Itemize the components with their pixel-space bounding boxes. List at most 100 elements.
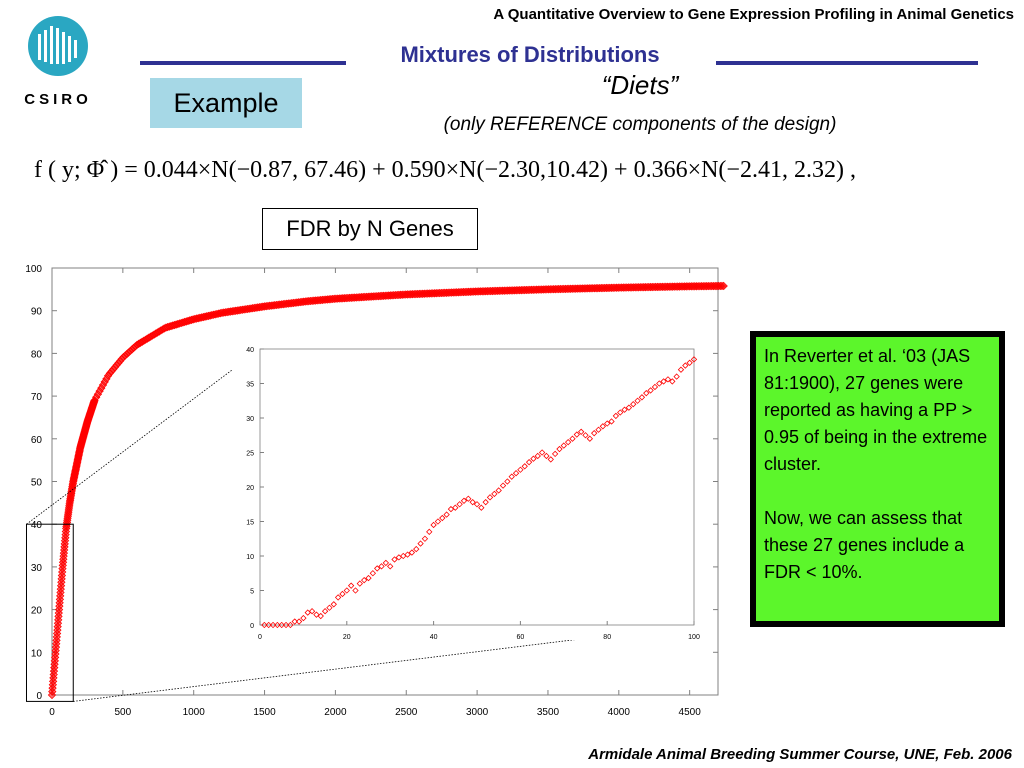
inset-data-point xyxy=(321,608,329,615)
data-point xyxy=(719,281,728,291)
note-box: In Reverter et al. ‘03 (JAS 81:1900), 27… xyxy=(750,331,1005,627)
fdr-chart-label: FDR by N Genes xyxy=(262,208,478,250)
inset-y-tick-label: 20 xyxy=(246,485,254,492)
inset-data-point xyxy=(282,621,290,629)
inset-y-tick-label: 5 xyxy=(250,589,254,596)
inset-data-point xyxy=(573,431,580,438)
inset-data-point xyxy=(478,504,485,511)
zoom-connector-bottom xyxy=(73,624,695,702)
inset-data-point xyxy=(569,435,576,442)
inset-data-point xyxy=(408,549,416,556)
inset-x-tick-label: 0 xyxy=(258,634,262,641)
inset-data-point xyxy=(456,501,463,508)
inset-y-tick-label: 30 xyxy=(246,416,254,423)
x-tick-label: 3000 xyxy=(466,707,489,718)
inset-data-point xyxy=(556,445,563,453)
inset-data-point xyxy=(491,490,498,498)
footer-text: Armidale Animal Breeding Summer Course, … xyxy=(588,746,1012,763)
inset-plot: 0 5 10 15 20 25 30 35 40 0 20 40 60 80 100 xyxy=(232,343,702,641)
y-tick-label: 20 xyxy=(31,606,43,617)
y-tick-label: 70 xyxy=(31,392,43,403)
design-subtitle: (only REFERENCE components of the design… xyxy=(443,114,837,135)
inset-data-point xyxy=(651,383,659,391)
inset-data-point xyxy=(287,621,294,629)
inset-data-point xyxy=(677,366,685,373)
inset-data-point xyxy=(356,580,363,587)
inset-data-point xyxy=(612,412,620,420)
inset-data-point xyxy=(508,473,515,480)
note-paragraph-2: Now, we can assess that these 27 genes i… xyxy=(764,508,965,582)
inset-data-point xyxy=(334,594,342,601)
inset-data-point xyxy=(512,470,520,477)
inset-data-point xyxy=(538,449,546,456)
inset-data-point xyxy=(525,458,533,466)
inset-x-tick-label: 60 xyxy=(517,634,525,641)
y-tick-label: 40 xyxy=(31,520,43,531)
inset-data-point xyxy=(339,590,346,598)
inset-data-point xyxy=(643,389,650,397)
inset-data-point xyxy=(660,378,667,385)
inset-y-tick-label: 0 xyxy=(250,623,254,630)
inset-data-point xyxy=(313,611,320,618)
inset-data-point xyxy=(482,499,489,506)
inset-data-point xyxy=(374,565,381,572)
x-tick-label: 4000 xyxy=(608,707,631,718)
y-tick-label: 90 xyxy=(31,307,43,318)
x-tick-label: 1500 xyxy=(253,707,276,718)
note-content: In Reverter et al. ‘03 (JAS 81:1900), 27… xyxy=(756,337,999,621)
inset-data-point xyxy=(504,478,511,485)
inset-data-point xyxy=(608,418,615,425)
inset-data-point xyxy=(369,570,377,577)
inset-data-point xyxy=(326,604,333,611)
inset-x-tick-label: 80 xyxy=(603,634,611,641)
inset-data-point xyxy=(473,501,481,508)
inset-background xyxy=(232,343,702,640)
inset-data-point xyxy=(560,442,567,449)
inset-data-point xyxy=(391,556,398,563)
inset-data-point xyxy=(517,466,524,473)
x-tick-label: 1000 xyxy=(183,707,206,718)
inset-data-point xyxy=(486,494,494,501)
inset-data-point xyxy=(682,362,689,369)
inset-data-point xyxy=(604,420,611,427)
diets-heading: “Diets” xyxy=(601,70,679,100)
inset-y-tick-label: 10 xyxy=(246,554,254,561)
inset-data-point xyxy=(625,404,633,411)
inset-data-point xyxy=(664,376,672,383)
inset-data-point xyxy=(295,618,303,625)
inset-data-point xyxy=(421,535,429,542)
zoom-connector-top xyxy=(26,348,261,525)
inset-data-point xyxy=(621,406,628,413)
inset-data-point xyxy=(278,621,285,629)
inset-data-point xyxy=(308,608,316,615)
inset-data-point xyxy=(434,518,442,525)
inset-x-tick-label: 100 xyxy=(688,634,700,641)
inset-data-point xyxy=(686,359,693,366)
inset-data-point xyxy=(269,621,277,629)
inset-data-point xyxy=(439,514,446,522)
inset-data-point xyxy=(460,497,468,504)
inset-data-point xyxy=(543,452,550,460)
zoom-box xyxy=(25,523,74,702)
y-tick-label: 10 xyxy=(31,648,43,659)
inset-data-point xyxy=(495,487,502,494)
x-tick-label: 2500 xyxy=(395,707,418,718)
inset-data-point xyxy=(669,378,676,385)
inset-data-point xyxy=(274,621,281,629)
inset-y-tick-label: 15 xyxy=(246,520,254,527)
y-tick-label: 60 xyxy=(31,435,43,446)
section-title: Mixtures of Distributions xyxy=(400,42,660,67)
inset-data-point xyxy=(690,356,698,363)
inset-data-point xyxy=(499,482,507,489)
x-tick-label: 500 xyxy=(115,707,132,718)
inset-data-point xyxy=(595,426,602,433)
inset-data-point xyxy=(261,621,268,629)
y-tick-label: 50 xyxy=(31,478,43,489)
y-tick-label: 80 xyxy=(31,349,43,360)
inset-data-point xyxy=(265,621,272,629)
inset-data-point xyxy=(452,504,459,511)
inset-data-point xyxy=(300,614,307,622)
header-title: A Quantitative Overview to Gene Expressi… xyxy=(493,6,1014,23)
inset-data-point xyxy=(586,435,594,442)
